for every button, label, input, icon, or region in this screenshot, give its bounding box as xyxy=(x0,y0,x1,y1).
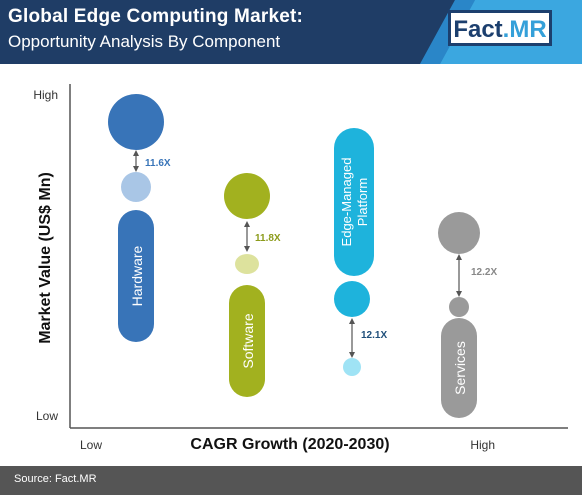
edge-managed-platform-growth-label: 12.1X xyxy=(361,330,387,341)
services-growth-label: 12.2X xyxy=(471,267,497,278)
edge-managed-platform-future-bubble xyxy=(343,358,361,376)
software-future-bubble xyxy=(235,254,259,274)
factmr-logo: Fact.MR xyxy=(448,10,552,46)
footer-bar: Source: Fact.MR xyxy=(0,466,582,495)
logo-text-fact: Fact xyxy=(453,16,503,43)
edge-managed-platform-label-line2: Platform xyxy=(355,178,370,226)
logo-text-mr: .MR xyxy=(502,16,547,43)
edge-managed-platform-label-pill xyxy=(334,128,374,276)
x-axis-title: CAGR Growth (2020-2030) xyxy=(190,436,389,453)
chart-subtitle: Opportunity Analysis By Component xyxy=(8,32,281,51)
hardware-growth-label: 11.6X xyxy=(145,158,171,169)
software-label: Software xyxy=(240,313,256,368)
software-label-pill xyxy=(229,285,265,397)
hardware-label: Hardware xyxy=(129,245,145,306)
hardware-current-bubble xyxy=(108,94,164,150)
hardware-label-pill xyxy=(118,210,154,342)
services-label-pill xyxy=(441,318,477,418)
source-text: Source: Fact.MR xyxy=(14,473,97,485)
software-growth-label: 11.8X xyxy=(255,233,281,244)
edge-managed-platform-current-bubble xyxy=(334,281,370,317)
y-axis-title: Market Value (US$ Mn) xyxy=(37,172,54,344)
services-future-bubble xyxy=(449,297,469,317)
x-tick-low: Low xyxy=(80,438,102,452)
y-tick-low: Low xyxy=(36,409,58,423)
y-tick-high: High xyxy=(33,88,58,102)
software-current-bubble xyxy=(224,173,270,219)
edge-managed-platform-label-line1: Edge-Managed xyxy=(339,158,354,247)
services-label: Services xyxy=(452,341,468,395)
hardware-future-bubble xyxy=(121,172,151,202)
header-banner: Global Edge Computing Market: Opportunit… xyxy=(0,0,582,64)
bubble-chart: High Low Low High CAGR Growth (2020-2030… xyxy=(33,84,568,453)
services-current-bubble xyxy=(438,212,480,254)
x-tick-high: High xyxy=(470,438,495,452)
chart-title: Global Edge Computing Market: xyxy=(8,6,304,27)
